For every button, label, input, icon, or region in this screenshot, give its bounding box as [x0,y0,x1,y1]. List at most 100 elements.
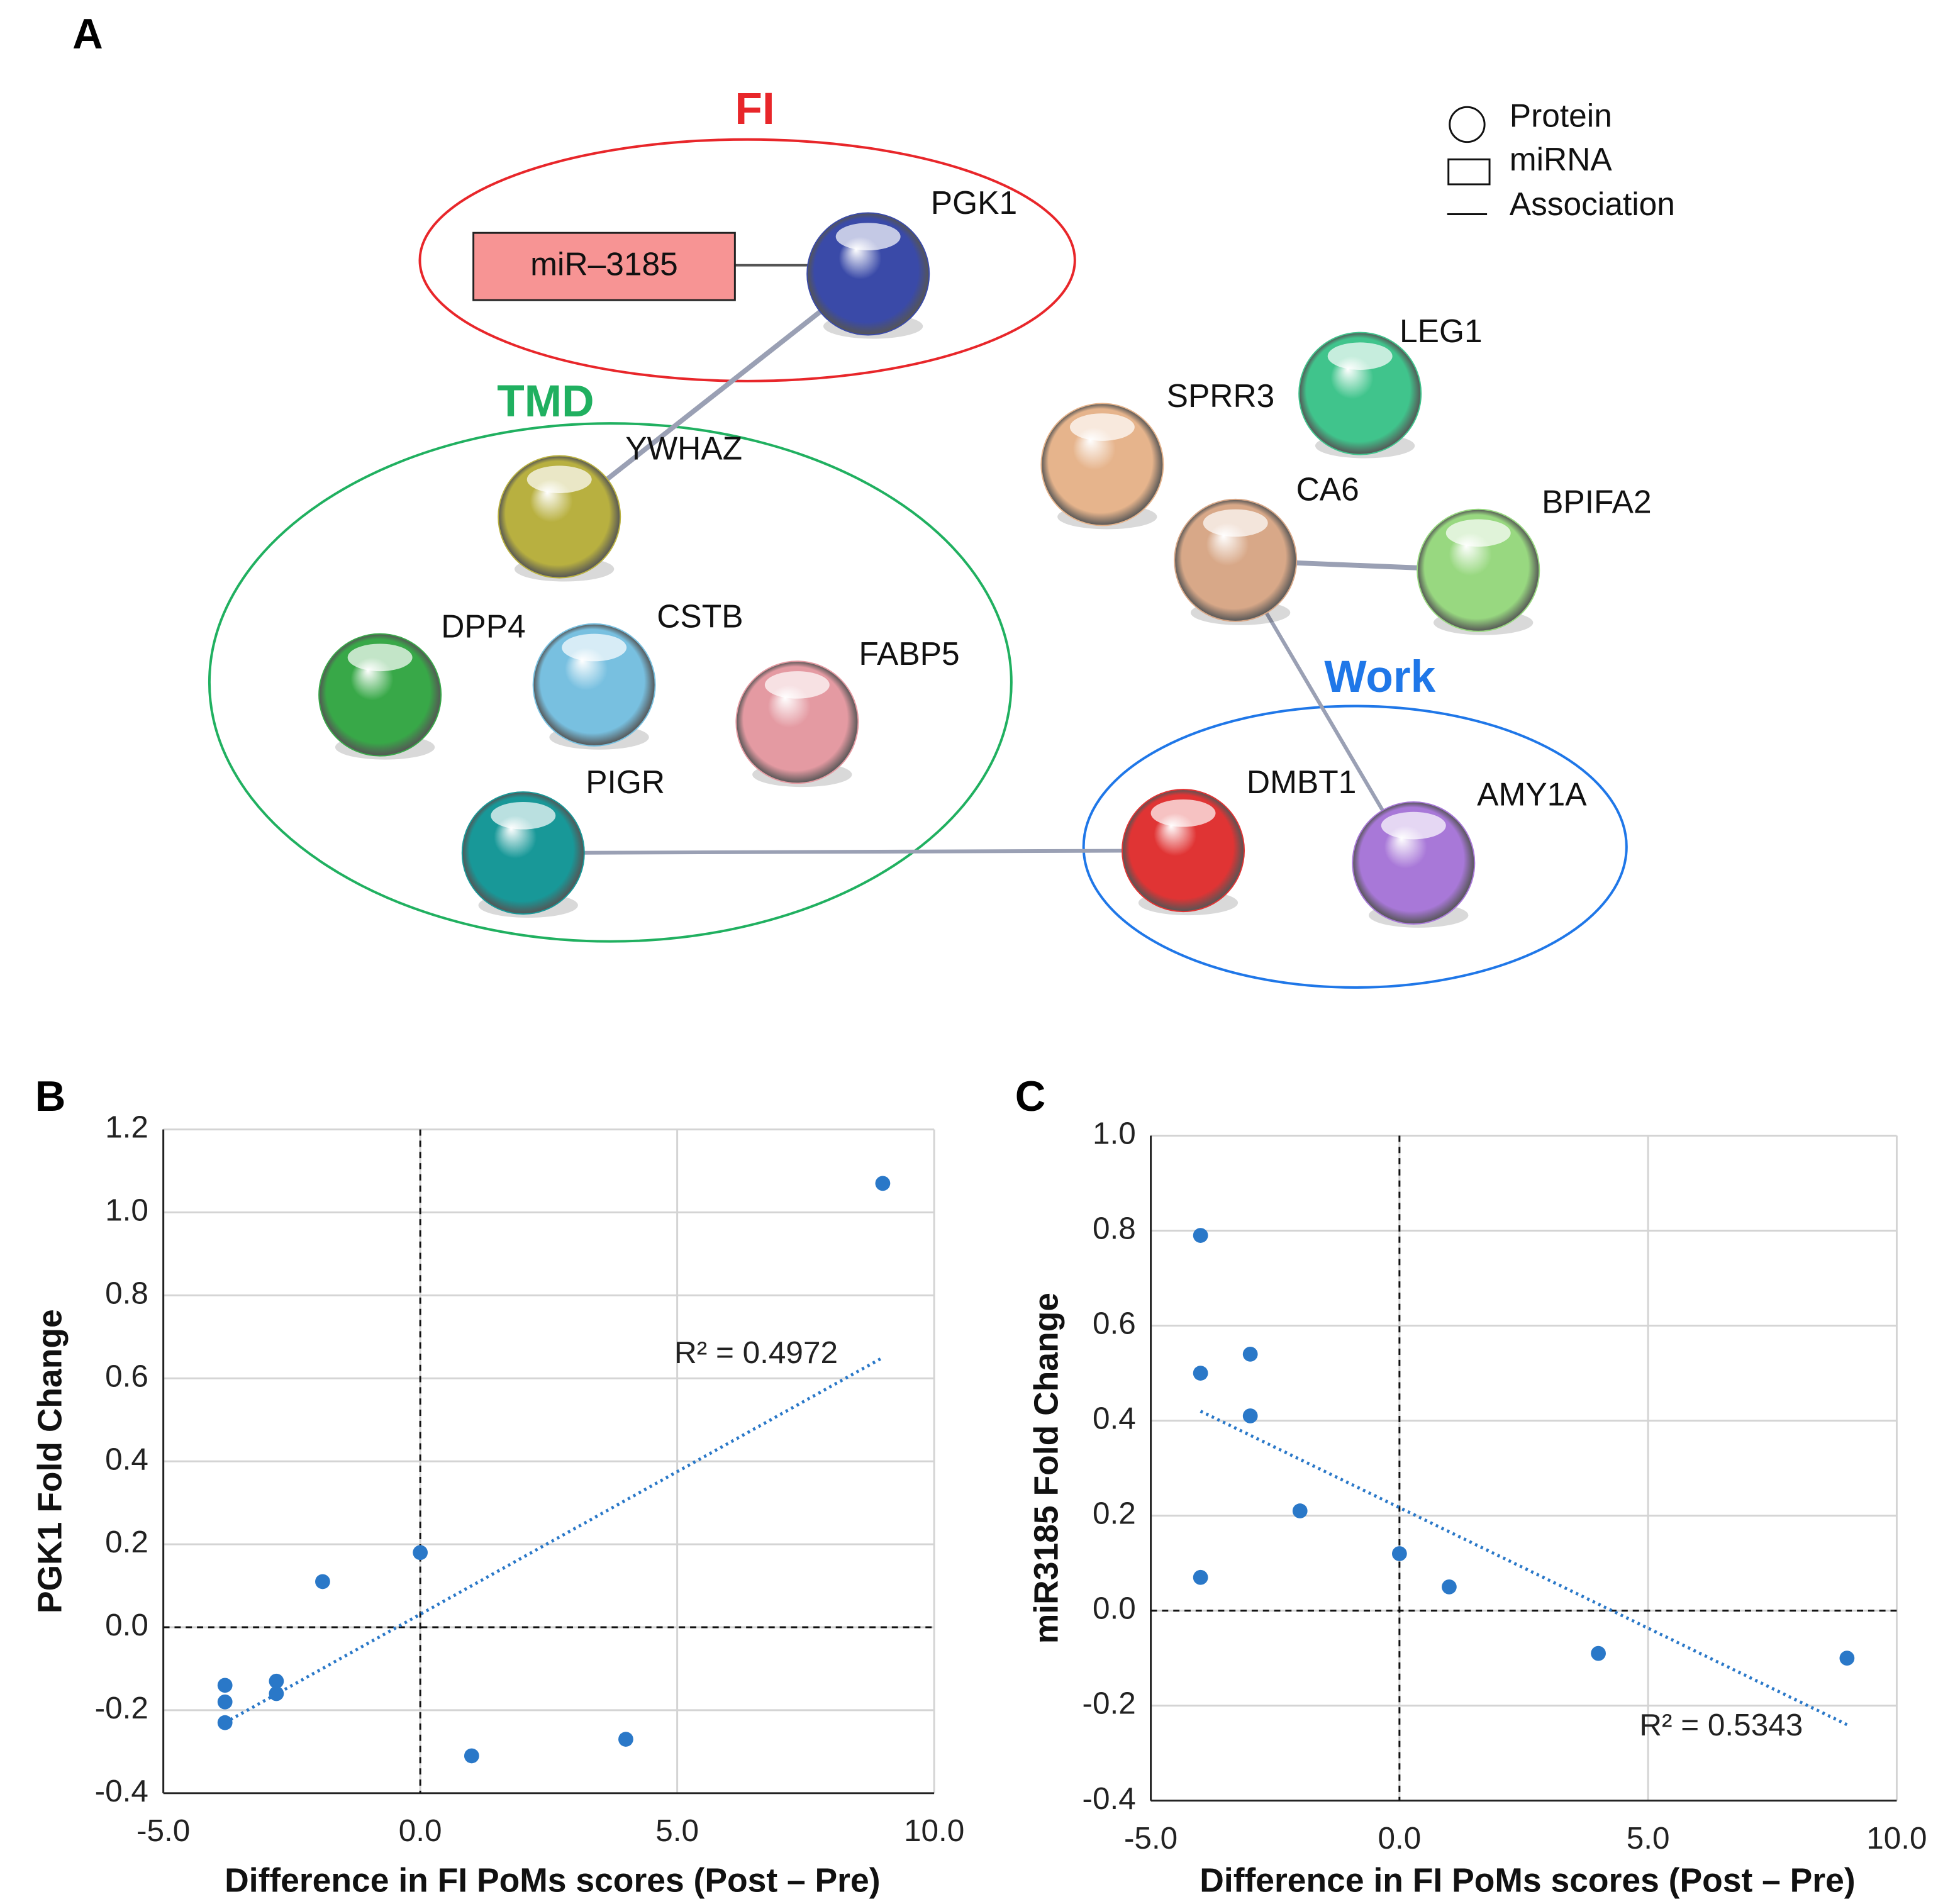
node-label: DPP4 [441,608,525,644]
node-highlight [1069,413,1135,441]
data-point [413,1545,428,1561]
data-point [315,1574,330,1589]
data-point [618,1732,633,1747]
node-label: PIGR [586,764,665,800]
y-tick-label: 0.4 [105,1442,148,1476]
node-highlight [835,223,901,250]
data-point [217,1678,233,1693]
node-highlight [1150,799,1216,827]
node-highlight [1327,342,1393,370]
node-label: FABP5 [859,635,959,672]
group-label: Work [1324,652,1435,702]
node-highlight [764,671,830,699]
r-squared-annotation: R² = 0.4972 [674,1335,838,1370]
node-highlight [1203,509,1268,537]
y-tick-label: 0.6 [1093,1306,1136,1341]
trendline [224,1356,884,1724]
group-outline [208,422,1013,943]
data-point [1292,1503,1308,1518]
protein-node [1352,801,1476,925]
panel-label: A [72,11,103,58]
y-tick-label: -0.4 [1083,1781,1136,1816]
data-point [1839,1651,1855,1666]
y-tick-label: 0.2 [105,1525,148,1559]
group-label: TMD [497,376,594,426]
x-tick-label: 0.0 [399,1813,442,1848]
protein-node [461,791,585,915]
data-point [1391,1546,1407,1561]
protein-node [1122,789,1245,913]
x-axis-title: Difference in FI PoMs scores (Post – Pre… [225,1862,880,1899]
x-tick-label: 5.0 [655,1813,699,1848]
protein-node [318,633,442,757]
node-highlight [347,643,413,672]
node-highlight [526,465,592,493]
panel-label: C [1015,1073,1046,1120]
y-tick-label: -0.4 [95,1774,148,1808]
group-outline [418,138,1076,382]
data-point [217,1715,233,1730]
group-label: FI [735,84,774,134]
node-label: PGK1 [931,184,1017,221]
y-tick-label: 1.0 [1093,1116,1136,1151]
panel-label: B [35,1073,66,1120]
x-tick-label: 5.0 [1627,1821,1670,1856]
data-point [1591,1645,1606,1661]
protein-node [735,660,859,784]
legend-label: miRNA [1510,141,1613,177]
protein-node [498,455,621,579]
y-tick-label: 0.6 [105,1359,148,1393]
node-label: SPRR3 [1167,377,1275,414]
association-edge [523,849,1184,855]
y-tick-label: 1.0 [105,1193,148,1228]
mirna-node [472,231,736,301]
x-tick-label: -5.0 [136,1813,190,1848]
data-point [217,1694,233,1710]
node-highlight [1445,519,1511,547]
node-label: CSTB [657,598,743,635]
protein-node [1298,331,1422,455]
node-highlight [1381,811,1446,840]
trendline [1200,1410,1848,1727]
data-point [1193,1366,1208,1381]
data-point [1193,1228,1208,1243]
x-axis-title: Difference in FI PoMs scores (Post – Pre… [1200,1862,1855,1899]
data-point [269,1686,284,1701]
protein-node [806,212,930,336]
data-point [875,1176,891,1191]
x-tick-label: -5.0 [1124,1821,1177,1856]
protein-node [532,623,656,747]
y-tick-label: 1.2 [105,1110,148,1145]
node-label: AMY1A [1477,776,1587,813]
x-tick-label: 0.0 [1378,1821,1421,1856]
y-axis-title: miR3185 Fold Change [1028,1293,1065,1644]
mirna-label: miR–3185 [530,245,678,282]
data-point [1242,1346,1258,1362]
node-highlight [562,633,627,662]
legend-label: Association [1510,186,1675,222]
x-tick-label: 10.0 [1866,1821,1927,1856]
legend-mirna-icon [1447,158,1491,186]
association-edge [557,272,870,519]
data-point [1242,1408,1258,1423]
x-tick-label: 10.0 [904,1813,964,1848]
group-outline [1082,704,1628,989]
y-tick-label: 0.2 [1093,1496,1136,1531]
y-tick-label: -0.2 [1083,1686,1136,1721]
data-point [1442,1579,1457,1595]
protein-node [1040,403,1164,526]
node-label: CA6 [1296,471,1359,508]
data-point [1193,1569,1208,1585]
data-point [269,1673,284,1689]
node-label: BPIFA2 [1542,483,1652,520]
protein-node [1417,508,1540,632]
node-label: LEG1 [1400,313,1483,349]
y-axis-title: PGK1 Fold Change [32,1309,69,1613]
y-tick-label: 0.8 [105,1276,148,1310]
y-tick-label: 0.0 [1093,1591,1136,1626]
node-label: DMBT1 [1247,764,1356,800]
y-tick-label: -0.2 [95,1691,148,1725]
y-tick-label: 0.4 [1093,1401,1136,1436]
